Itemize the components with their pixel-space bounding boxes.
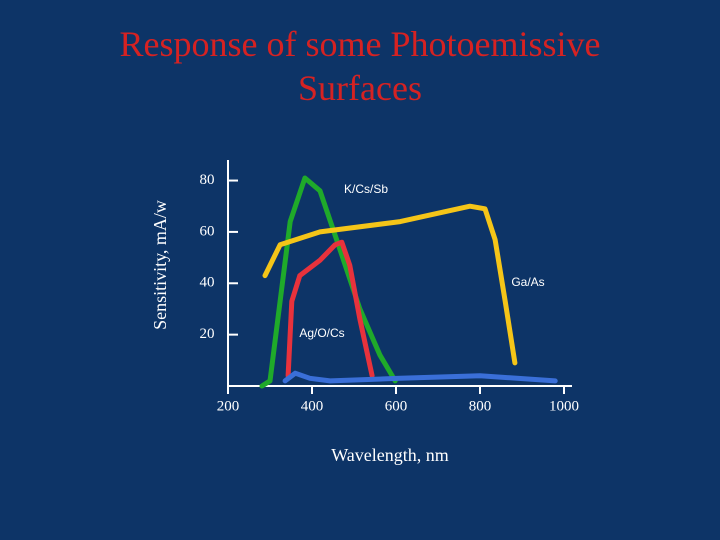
x-axis-label: Wavelength, nm (331, 445, 449, 465)
x-tick-label: 200 (217, 398, 240, 414)
series-label: K/Cs/Sb (344, 182, 388, 196)
series-line (282, 370, 558, 384)
series-line (259, 175, 398, 389)
series-label: Ga/As (511, 275, 544, 289)
y-tick-label: 40 (200, 275, 215, 291)
y-tick-label: 60 (200, 223, 215, 239)
series-label: Ag/O/Cs (299, 326, 344, 340)
x-tick-label: 400 (301, 398, 324, 414)
y-axis-label: Sensitivity, mA/w (150, 200, 170, 330)
series-line (285, 239, 375, 379)
chart-title: Response of some Photoemissive Surfaces (120, 24, 601, 108)
y-tick-label: 80 (200, 172, 215, 188)
x-tick-label: 1000 (549, 398, 579, 414)
x-tick-label: 600 (385, 398, 408, 414)
series-line (262, 203, 518, 366)
x-tick-label: 800 (469, 398, 492, 414)
y-tick-label: 20 (200, 326, 215, 342)
